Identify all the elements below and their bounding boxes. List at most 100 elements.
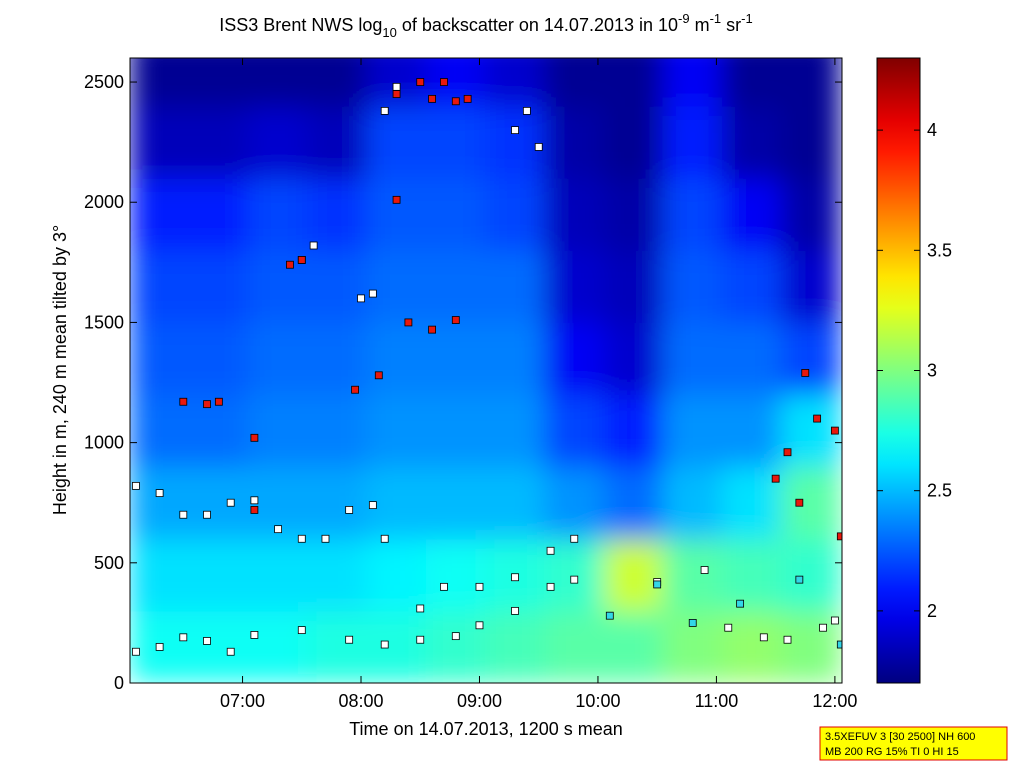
heat-cell bbox=[188, 538, 249, 612]
marker bbox=[440, 582, 448, 591]
marker bbox=[440, 78, 448, 86]
marker bbox=[309, 241, 318, 250]
marker bbox=[297, 256, 306, 264]
heat-cell bbox=[307, 394, 368, 468]
heat-cell bbox=[662, 466, 723, 540]
marker bbox=[416, 635, 425, 644]
heat-cell bbox=[544, 466, 605, 540]
marker bbox=[783, 448, 792, 457]
marker bbox=[511, 606, 519, 615]
title-part: ISS3 Brent NWS log bbox=[219, 15, 382, 35]
annotation: MB 200 RG 15% TI 0 HI 15 bbox=[825, 746, 959, 758]
marker bbox=[771, 474, 780, 483]
marker bbox=[374, 371, 383, 380]
heat-cell bbox=[247, 538, 309, 612]
heat-cell bbox=[366, 394, 427, 468]
heat-cell bbox=[425, 177, 486, 251]
heat-cell bbox=[721, 610, 783, 683]
heat-cell bbox=[603, 321, 664, 396]
marker bbox=[511, 126, 519, 135]
marker bbox=[351, 385, 359, 394]
marker bbox=[813, 414, 822, 423]
annotation: 3.5XEFUV 3 [30 2500] NH 600 bbox=[825, 731, 975, 743]
marker bbox=[404, 318, 413, 327]
heat-cell bbox=[662, 58, 723, 107]
marker bbox=[179, 510, 188, 519]
heat-cell bbox=[130, 249, 190, 323]
heat-cell bbox=[484, 105, 546, 179]
heat-cell bbox=[721, 177, 783, 251]
title-part: -1 bbox=[710, 11, 722, 26]
x-tick-label: 09:00 bbox=[457, 691, 502, 711]
marker bbox=[759, 633, 768, 642]
marker bbox=[451, 97, 460, 106]
heat-cell bbox=[781, 321, 842, 396]
heat-cell bbox=[130, 58, 190, 107]
heat-cell bbox=[188, 610, 249, 683]
marker bbox=[688, 619, 697, 627]
marker bbox=[226, 498, 235, 507]
marker bbox=[451, 316, 460, 324]
x-tick-label: 10:00 bbox=[575, 691, 620, 711]
title-part: -1 bbox=[741, 11, 753, 26]
heat-cell bbox=[603, 58, 664, 107]
heat-cell bbox=[781, 105, 842, 179]
heat-cell bbox=[781, 466, 842, 540]
heat-cell bbox=[603, 538, 664, 612]
colorbar-tick-label: 3.5 bbox=[927, 240, 952, 260]
heat-cell bbox=[544, 58, 605, 107]
y-tick-label: 1000 bbox=[84, 433, 124, 453]
marker bbox=[155, 643, 164, 651]
heat-cell bbox=[662, 105, 723, 179]
heat-cell bbox=[484, 321, 546, 396]
heat-cell bbox=[188, 466, 249, 540]
heat-cell bbox=[307, 538, 368, 612]
heat-cell bbox=[366, 105, 427, 179]
heatmap bbox=[130, 58, 842, 683]
heat-cell bbox=[781, 58, 842, 107]
heat-cell bbox=[721, 58, 783, 107]
marker bbox=[380, 106, 389, 115]
heat-cell bbox=[130, 105, 190, 179]
heat-cell bbox=[130, 177, 190, 251]
marker bbox=[836, 532, 842, 541]
x-axis-label: Time on 14.07.2013, 1200 s mean bbox=[349, 719, 623, 739]
marker bbox=[203, 637, 211, 645]
marker bbox=[819, 623, 827, 632]
markers bbox=[132, 78, 842, 656]
marker bbox=[783, 635, 792, 644]
heat-cell bbox=[247, 394, 309, 468]
x-tick-label: 11:00 bbox=[695, 691, 739, 711]
heat-cell bbox=[366, 177, 427, 251]
marker bbox=[345, 635, 354, 644]
marker bbox=[605, 611, 614, 620]
heat-cell bbox=[662, 177, 723, 251]
marker bbox=[203, 510, 211, 519]
marker bbox=[736, 599, 745, 608]
heat-cell bbox=[603, 177, 664, 251]
heat-cell bbox=[425, 466, 486, 540]
marker bbox=[380, 534, 389, 543]
marker bbox=[570, 534, 579, 543]
colorbar-tick-label: 2 bbox=[927, 601, 937, 621]
marker bbox=[451, 632, 460, 641]
heat-cell bbox=[662, 321, 723, 396]
title-part: of backscatter on 14.07.2013 in 10 bbox=[397, 15, 678, 35]
heat-cell bbox=[130, 538, 190, 612]
marker bbox=[801, 369, 810, 377]
heat-cell bbox=[484, 58, 546, 107]
heat-cell bbox=[603, 394, 664, 468]
marker bbox=[416, 78, 425, 86]
marker bbox=[179, 633, 188, 642]
marker bbox=[250, 433, 259, 442]
heat-cell bbox=[603, 610, 664, 683]
marker bbox=[286, 260, 294, 269]
marker bbox=[345, 506, 354, 514]
heat-cell bbox=[484, 466, 546, 540]
heat-cell bbox=[721, 538, 783, 612]
x-tick-label: 12:00 bbox=[812, 691, 857, 711]
x-tick-label: 07:00 bbox=[220, 691, 265, 711]
marker bbox=[392, 82, 401, 91]
marker bbox=[830, 616, 839, 625]
heat-cell bbox=[188, 105, 249, 179]
